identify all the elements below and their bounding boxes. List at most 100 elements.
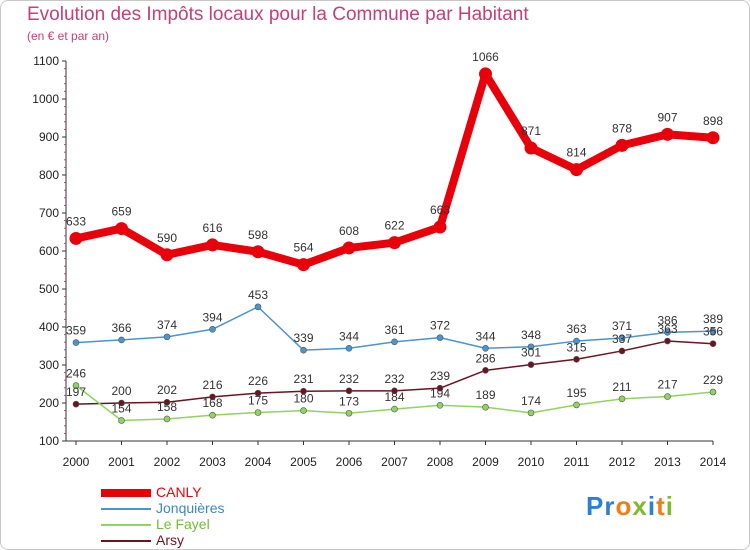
y-tick-label: 500 xyxy=(39,282,59,296)
legend-label: Jonquières xyxy=(156,500,225,516)
data-point xyxy=(706,131,720,145)
data-label: 246 xyxy=(66,367,86,381)
data-point xyxy=(524,141,538,155)
data-label: 211 xyxy=(612,380,631,394)
y-tick-label: 400 xyxy=(39,320,59,334)
proxiti-logo: Proxiti xyxy=(586,491,674,522)
data-label: 394 xyxy=(202,310,222,324)
y-tick-label: 300 xyxy=(39,358,59,372)
data-point xyxy=(570,163,583,177)
data-label: 339 xyxy=(293,331,313,345)
data-label: 659 xyxy=(111,205,131,219)
data-label: 564 xyxy=(293,241,313,255)
data-point xyxy=(72,339,80,346)
data-labels: 633 659 590 616 598 564 608 622 663 1066 871 814 878… xyxy=(66,50,723,416)
data-point xyxy=(118,336,125,344)
data-label: 622 xyxy=(384,219,404,233)
legend-swatch xyxy=(101,540,151,542)
data-label: 337 xyxy=(612,332,632,346)
logo-letter: P xyxy=(586,491,605,521)
data-point xyxy=(482,403,489,411)
series-lines xyxy=(69,67,720,424)
data-label: 175 xyxy=(248,394,268,408)
data-label: 1066 xyxy=(472,50,499,64)
data-label: 374 xyxy=(157,318,177,332)
data-label: 344 xyxy=(339,329,359,343)
data-point xyxy=(573,401,580,409)
data-label: 229 xyxy=(703,373,723,387)
data-point xyxy=(300,387,307,395)
data-point xyxy=(163,398,171,406)
x-tick-label: 2007 xyxy=(381,455,408,469)
x-tick-label: 2005 xyxy=(290,455,317,469)
data-label: 361 xyxy=(384,323,404,337)
data-label: 366 xyxy=(111,321,131,335)
data-point xyxy=(527,343,535,351)
x-tick-label: 2004 xyxy=(245,455,272,469)
y-tick-label: 1100 xyxy=(33,54,59,68)
data-point xyxy=(206,238,219,252)
x-tick-label: 2006 xyxy=(336,455,363,469)
data-label: 216 xyxy=(202,378,222,392)
data-point xyxy=(618,347,626,355)
data-label: 286 xyxy=(475,351,495,365)
legend-swatch xyxy=(101,524,151,526)
data-label: 389 xyxy=(703,312,723,326)
logo-letter: r xyxy=(604,491,616,521)
data-point xyxy=(345,344,353,352)
data-point xyxy=(251,245,265,259)
data-label: 344 xyxy=(475,329,495,343)
data-point xyxy=(115,222,128,236)
data-point xyxy=(664,393,671,400)
x-tick-label: 2008 xyxy=(427,455,454,469)
chart-title: Evolution des Impôts locaux pour la Comm… xyxy=(27,4,529,25)
data-point xyxy=(482,367,489,374)
axes: 100 200 300 400 500 600 700 800 900 1000 1100 2000 2… xyxy=(32,54,726,469)
y-tick-label: 1000 xyxy=(32,92,59,106)
data-point xyxy=(209,411,216,419)
x-tick-label: 2003 xyxy=(199,455,226,469)
data-point xyxy=(209,393,216,401)
data-label: 871 xyxy=(521,124,541,138)
data-point xyxy=(709,327,717,335)
data-point xyxy=(345,387,353,395)
data-point xyxy=(118,417,125,424)
data-point xyxy=(300,407,307,414)
x-tick-label: 2000 xyxy=(63,455,90,469)
data-point xyxy=(573,355,580,363)
data-point xyxy=(436,334,444,341)
chart-subtitle: (en € et par an) xyxy=(27,29,110,43)
data-label: 184 xyxy=(384,390,404,404)
data-label: 168 xyxy=(202,396,222,410)
x-tick-label: 2014 xyxy=(700,455,727,469)
x-tick-label: 2010 xyxy=(518,455,545,469)
data-label: 315 xyxy=(566,340,586,354)
data-label: 363 xyxy=(657,322,677,336)
data-point xyxy=(391,387,398,395)
data-label: 202 xyxy=(157,383,177,397)
data-label: 197 xyxy=(66,385,86,399)
data-label: 180 xyxy=(293,392,313,406)
data-label: 348 xyxy=(521,328,541,342)
x-tick-label: 2011 xyxy=(564,455,590,469)
logo-letter: x xyxy=(632,491,648,521)
data-point xyxy=(664,337,671,345)
data-point xyxy=(391,405,398,413)
data-label: 663 xyxy=(430,203,450,217)
legend-label: CANLY xyxy=(156,484,202,500)
data-point xyxy=(527,361,535,368)
data-label: 194 xyxy=(430,386,450,400)
data-label: 173 xyxy=(339,394,359,408)
data-point xyxy=(709,388,717,396)
x-tick-label: 2001 xyxy=(108,455,135,469)
data-point xyxy=(433,220,447,234)
data-point xyxy=(69,231,83,245)
data-label: 616 xyxy=(202,221,222,235)
data-label: 359 xyxy=(66,324,86,338)
data-point xyxy=(300,346,307,354)
x-tick-label: 2013 xyxy=(654,455,681,469)
data-point xyxy=(436,401,444,409)
data-label: 226 xyxy=(248,374,268,388)
